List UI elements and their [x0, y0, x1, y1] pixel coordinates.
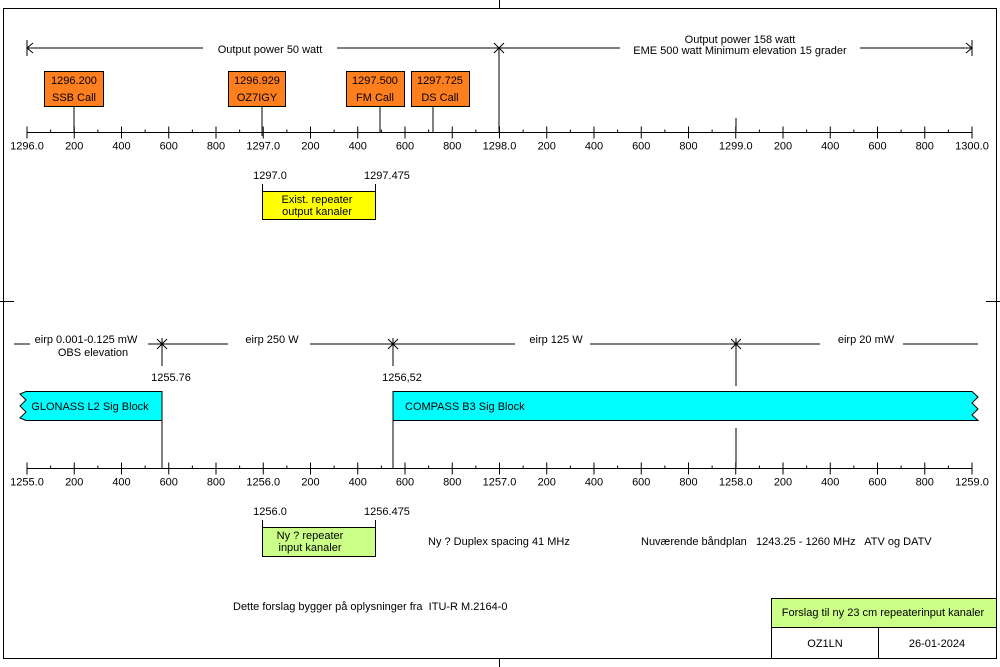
- top-axis-ticks: [26, 126, 973, 139]
- top-axis-tick-label: 600: [396, 141, 414, 153]
- top-axis-tick-label: 1300.0: [955, 141, 989, 153]
- top-axis-tick-label: 1296.0: [10, 141, 44, 153]
- title-block-text: Forslag til ny 23 cm repeaterinput kanal…: [782, 607, 985, 619]
- glonass-block: [19, 391, 163, 421]
- call-box-fm-label: FM Call: [356, 92, 394, 104]
- bottom-axis-tick-label: 200: [301, 477, 319, 489]
- glonass-label: GLONASS L2 Sig Block: [31, 401, 149, 413]
- top-axis-tick-label: 200: [774, 141, 792, 153]
- bottom-axis-tick-label: 400: [112, 477, 130, 489]
- call-box-ds: 1297.725 DS Call: [411, 71, 470, 132]
- bandplan-note: Nuværende båndplan 1243.25 - 1260 MHz AT…: [641, 536, 932, 548]
- top-axis-tick-label: 400: [112, 141, 130, 153]
- top-axis-tick-label: 1298.0: [483, 141, 517, 153]
- compass-block: [392, 391, 980, 421]
- bottom-axis-tick-label: 1257.0: [483, 477, 517, 489]
- existing-repeater-end: 1297.475: [364, 170, 410, 182]
- top-axis-tick-label: 600: [160, 141, 178, 153]
- bottom-axis-tick-label: 200: [774, 477, 792, 489]
- top-axis-labels: 1296.0 200 400 600 800 1297.0 200 400 600 800 1298…: [10, 141, 989, 153]
- call-box-ssb-freq: 1296.200: [51, 75, 97, 87]
- bottom-axis-tick-label: 200: [65, 477, 83, 489]
- bottom-axis-tick-label: 400: [585, 477, 603, 489]
- top-axis-tick-label: 200: [65, 141, 83, 153]
- top-axis-tick-label: 800: [679, 141, 697, 153]
- bottom-axis-tick-label: 600: [868, 477, 886, 489]
- call-box-fm: 1297.500 FM Call: [346, 71, 405, 132]
- call-box-fm-freq: 1297.500: [352, 75, 398, 87]
- eirp-label-2: eirp 250 W: [245, 334, 299, 346]
- bottom-axis-tick-label: 800: [916, 477, 934, 489]
- top-axis-tick-label: 1299.0: [719, 141, 753, 153]
- bottom-axis-tick-label: 1258.0: [719, 477, 753, 489]
- top-span-right-label-1: Output power 158 watt: [685, 34, 796, 46]
- bottom-axis-tick-label: 800: [679, 477, 697, 489]
- duplex-note: Ny ? Duplex spacing 41 MHz: [428, 536, 570, 548]
- bottom-axis-ticks: [26, 462, 973, 475]
- top-axis-tick-label: 400: [349, 141, 367, 153]
- bottom-axis-tick-label: 800: [443, 477, 461, 489]
- call-box-ds-freq: 1297.725: [417, 75, 463, 87]
- top-axis-tick-label: 800: [443, 141, 461, 153]
- existing-repeater-label-1: Exist. repeater: [282, 194, 353, 206]
- bottom-axis-tick-label: 600: [160, 477, 178, 489]
- top-axis-tick-label: 1297.0: [246, 141, 280, 153]
- bottom-axis-tick-label: 400: [349, 477, 367, 489]
- eirp-label-3: eirp 125 W: [529, 334, 583, 346]
- bottom-axis-tick-label: 800: [207, 477, 225, 489]
- bottom-axis-tick-label: 400: [821, 477, 839, 489]
- compass-label: COMPASS B3 Sig Block: [405, 401, 525, 413]
- top-axis-tick-label: 600: [868, 141, 886, 153]
- source-note: Dette forslag bygger på oplysninger fra …: [233, 601, 508, 613]
- new-repeater-label-2: input kanaler: [279, 542, 342, 554]
- call-box-ds-label: DS Call: [421, 92, 458, 104]
- bottom-axis-tick-label: 600: [396, 477, 414, 489]
- call-box-oz7igy: 1296.929 OZ7IGY: [228, 71, 286, 136]
- title-block: [771, 598, 997, 628]
- eirp-label-4: eirp 20 mW: [838, 334, 895, 346]
- page-border: [3, 8, 997, 659]
- eirp-label-1-line2: OBS elevation: [58, 347, 128, 359]
- existing-repeater-box: [262, 191, 376, 220]
- call-box-ssb-label: SSB Call: [52, 92, 96, 104]
- marker-label-1: 1255.76: [151, 372, 191, 384]
- top-span-left-label: Output power 50 watt: [218, 44, 323, 56]
- author-cell: OZ1LN: [807, 638, 843, 650]
- top-axis-tick-label: 800: [916, 141, 934, 153]
- new-repeater-box: [262, 527, 376, 557]
- top-axis-tick-label: 400: [821, 141, 839, 153]
- top-power-spans: [26, 40, 973, 56]
- eirp-label-1-line1: eirp 0.001-0.125 mW: [35, 334, 138, 346]
- top-axis-tick-label: 200: [301, 141, 319, 153]
- top-span-right-label-2: EME 500 watt Minimum elevation 15 grader: [633, 45, 847, 57]
- existing-repeater-label-2: output kanaler: [282, 206, 352, 218]
- bottom-axis-labels: 1255.0 200 400 600 800 1256.0 200 400 600 800 1257…: [10, 477, 989, 489]
- new-repeater-start: 1256.0: [253, 506, 287, 518]
- top-axis-tick-label: 400: [585, 141, 603, 153]
- bottom-axis-tick-label: 1256.0: [246, 477, 280, 489]
- marker-label-2: 1256,52: [382, 372, 422, 384]
- bottom-axis-tick-label: 1255.0: [10, 477, 44, 489]
- top-axis-tick-label: 800: [207, 141, 225, 153]
- date-cell: 26-01-2024: [909, 638, 965, 650]
- bottom-axis-tick-label: 1259.0: [955, 477, 989, 489]
- info-block: [771, 627, 997, 659]
- top-axis-tick-label: 200: [538, 141, 556, 153]
- new-repeater-end: 1256.475: [364, 506, 410, 518]
- call-box-ssb: 1296.200 SSB Call: [44, 71, 104, 132]
- existing-repeater-start: 1297.0: [253, 170, 287, 182]
- bottom-axis-tick-label: 200: [538, 477, 556, 489]
- bottom-axis-tick-label: 600: [632, 477, 650, 489]
- call-box-oz7igy-label: OZ7IGY: [237, 92, 278, 104]
- eirp-spans: [14, 338, 978, 386]
- top-axis-tick-label: 600: [632, 141, 650, 153]
- new-repeater-label-1: Ny ? repeater: [277, 530, 344, 542]
- call-box-oz7igy-freq: 1296.929: [234, 75, 280, 87]
